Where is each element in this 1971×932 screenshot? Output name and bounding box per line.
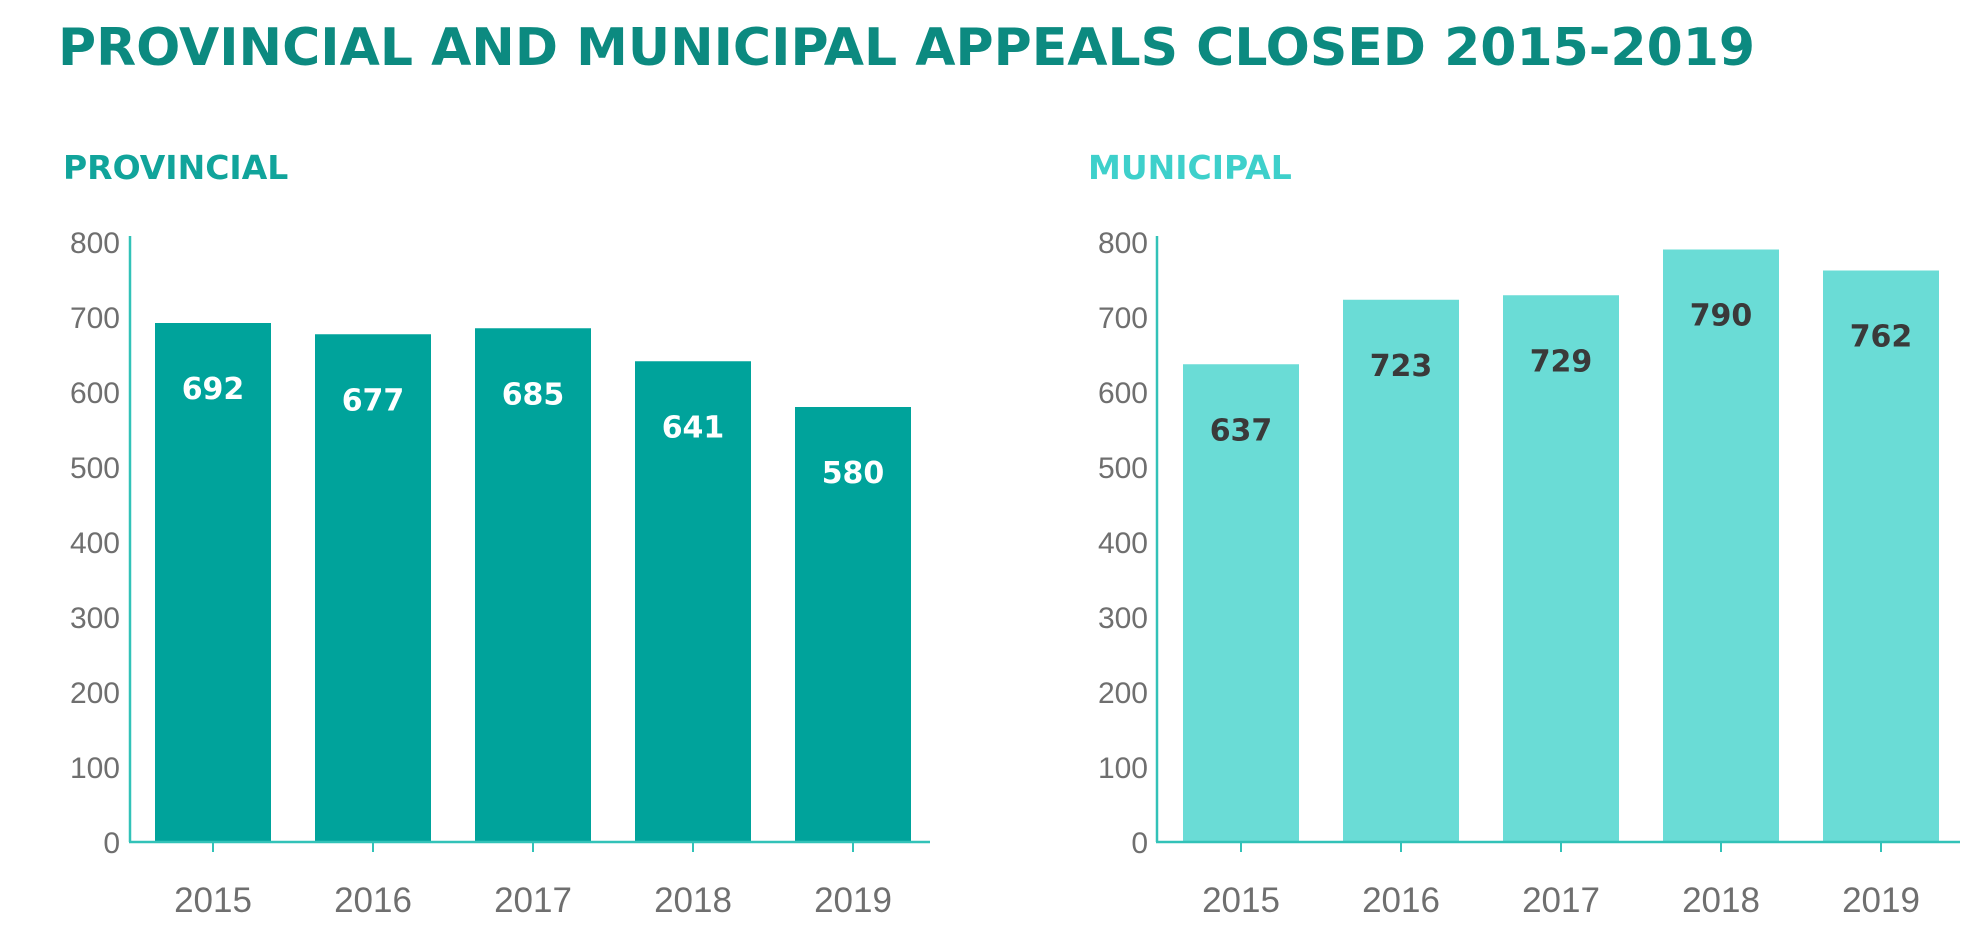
provincial-y-tick-label: 200: [70, 677, 120, 710]
page-title: PROVINCIAL AND MUNICIPAL APPEALS CLOSED …: [58, 18, 1756, 78]
provincial-value-label: 677: [342, 383, 405, 418]
provincial-x-tick-label: 2016: [334, 881, 412, 920]
provincial-chart-title: PROVINCIAL: [63, 148, 289, 187]
provincial-y-tick-label: 300: [70, 602, 120, 635]
provincial-x-tick-label: 2017: [494, 881, 572, 920]
provincial-x-tick-label: 2015: [174, 881, 252, 920]
provincial-value-label: 685: [502, 377, 565, 412]
provincial-y-tick-label: 0: [103, 827, 120, 860]
provincial-y-tick-label: 600: [70, 377, 120, 410]
provincial-bar-2018: [635, 361, 751, 842]
provincial-x-tick-label: 2019: [814, 881, 892, 920]
provincial-value-label: 641: [662, 410, 725, 445]
provincial-value-label: 692: [182, 372, 245, 407]
provincial-y-tick-label: 700: [70, 302, 120, 335]
municipal-chart-title: MUNICIPAL: [1088, 148, 1292, 187]
provincial-y-tick-label: 100: [70, 752, 120, 785]
provincial-value-label: 580: [822, 456, 885, 491]
provincial-bar-2017: [475, 328, 591, 842]
provincial-bar-2016: [315, 334, 431, 842]
provincial-y-tick-label: 500: [70, 452, 120, 485]
provincial-y-tick-label: 800: [70, 227, 120, 260]
provincial-bar-2015: [155, 323, 271, 842]
provincial-x-tick-label: 2018: [654, 881, 732, 920]
provincial-y-tick-label: 400: [70, 527, 120, 560]
provincial-bar-2019: [795, 407, 911, 842]
